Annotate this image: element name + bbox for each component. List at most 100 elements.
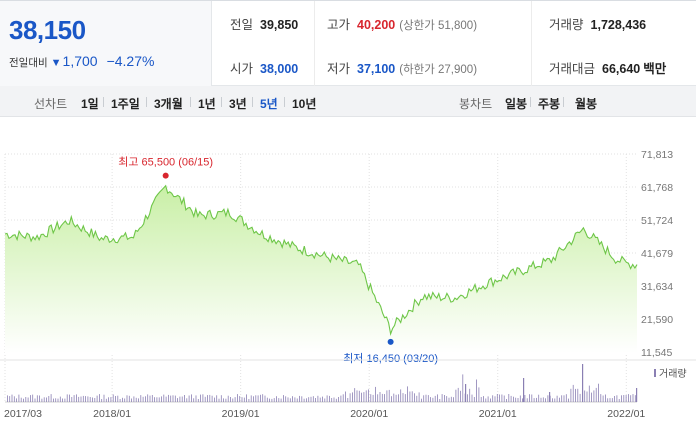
volume-bar [310, 396, 312, 402]
volume-bar [540, 397, 542, 402]
range-1w-button[interactable]: 1주일 [111, 97, 140, 111]
volume-bar [450, 396, 452, 402]
range-1y-button[interactable]: 1년 [198, 97, 216, 111]
volume-bar [57, 398, 59, 402]
stat-lower-limit: (하한가 27,900) [399, 64, 478, 76]
current-price: 38,150 [9, 15, 86, 45]
volume-bar [356, 390, 358, 402]
volume-bar [276, 396, 277, 402]
volume-bar [174, 395, 176, 402]
divider [563, 97, 564, 107]
price-change: 전일대비 ▼ 1,700 −4.27% [9, 53, 154, 70]
volume-bar [379, 392, 381, 402]
range-5y-button[interactable]: 5년 [260, 97, 278, 111]
volume-bar [499, 394, 500, 402]
volume-bar [266, 397, 268, 402]
x-tick-label: 2020/01 [350, 408, 388, 420]
stock-stats: 전일 39,850 시가 38,000 고가 40,200 (상한가 51,80… [213, 1, 696, 86]
volume-bar [145, 396, 146, 402]
volume-bar [404, 394, 406, 402]
volume-bar [23, 398, 24, 402]
volume-bar [46, 397, 47, 402]
volume-bar [147, 394, 149, 402]
volume-bar [365, 390, 367, 402]
volume-bar [636, 388, 638, 402]
volume-bar [193, 398, 195, 402]
candle-daily-button[interactable]: 일봉 [505, 97, 528, 111]
volume-bar [529, 394, 530, 402]
volume-bar [370, 394, 372, 402]
volume-bar [216, 395, 218, 402]
volume-bar [246, 394, 247, 402]
volume-bar [211, 395, 213, 402]
volume-bar [524, 395, 526, 402]
volume-bar [462, 374, 464, 402]
x-tick-label: 2018/01 [93, 408, 131, 420]
range-1d-button[interactable]: 1일 [81, 97, 99, 111]
volume-bar [593, 390, 595, 402]
volume-bar [43, 397, 45, 402]
range-10y-button[interactable]: 10년 [292, 97, 317, 111]
volume-bar [133, 396, 135, 402]
volume-bar [241, 397, 243, 402]
volume-bar [289, 398, 291, 402]
volume-bar [391, 396, 392, 402]
stat-value: 40,200 [357, 18, 396, 32]
stat-volume: 거래량 1,728,436 [549, 14, 646, 33]
volume-bar [508, 394, 510, 402]
volume-bar [85, 396, 86, 402]
high-annotation: 최고 65,500 (06/15) [118, 156, 213, 169]
volume-bar [623, 395, 625, 402]
volume-bar [439, 399, 441, 402]
volume-bar [542, 397, 544, 402]
range-3y-button[interactable]: 3년 [229, 97, 247, 111]
volume-bar [375, 386, 376, 402]
volume-bar [490, 398, 491, 402]
divider [190, 97, 191, 107]
volume-bar [209, 394, 211, 402]
volume-bar [317, 395, 319, 402]
volume-bar [582, 364, 584, 402]
volume-bar [485, 398, 487, 402]
volume-bar [16, 398, 17, 402]
volume-bar [285, 396, 287, 402]
volume-bar [73, 395, 75, 402]
volume-bar [299, 395, 300, 402]
volume-bar [494, 396, 496, 402]
volume-bar [76, 394, 77, 402]
range-3m-button[interactable]: 3개월 [154, 97, 183, 111]
volume-bar [453, 397, 454, 402]
volume-bar [105, 398, 107, 402]
volume-bar [69, 394, 70, 402]
volume-bar [280, 398, 282, 402]
y-tick-label: 61,768 [641, 182, 673, 194]
volume-bar [471, 394, 473, 402]
volume-bar [467, 394, 468, 402]
volume-bar [273, 398, 275, 402]
volume-bar [368, 389, 369, 402]
volume-bar [465, 384, 467, 402]
volume-bar [496, 394, 498, 402]
volume-bar [473, 397, 475, 402]
volume-bar [476, 379, 477, 402]
volume-bar [200, 394, 201, 402]
volume-bar [312, 396, 314, 402]
candle-monthly-button[interactable]: 월봉 [575, 97, 598, 111]
candle-weekly-button[interactable]: 주봉 [538, 97, 561, 111]
volume-bar [523, 378, 525, 402]
volume-bar [41, 398, 43, 402]
volume-bar [237, 394, 238, 402]
volume-legend-swatch [654, 369, 656, 377]
volume-bar [122, 397, 123, 402]
volume-bar [234, 397, 236, 402]
volume-bar [161, 396, 162, 402]
volume-bar [561, 395, 563, 402]
volume-bar [342, 394, 344, 402]
volume-bar [563, 395, 565, 402]
stat-value: 38,000 [260, 62, 299, 76]
volume-bar [48, 396, 50, 402]
volume-bar [400, 389, 402, 402]
volume-bar [335, 398, 337, 402]
volume-bar [517, 398, 519, 402]
stat-label: 고가 [327, 18, 351, 32]
